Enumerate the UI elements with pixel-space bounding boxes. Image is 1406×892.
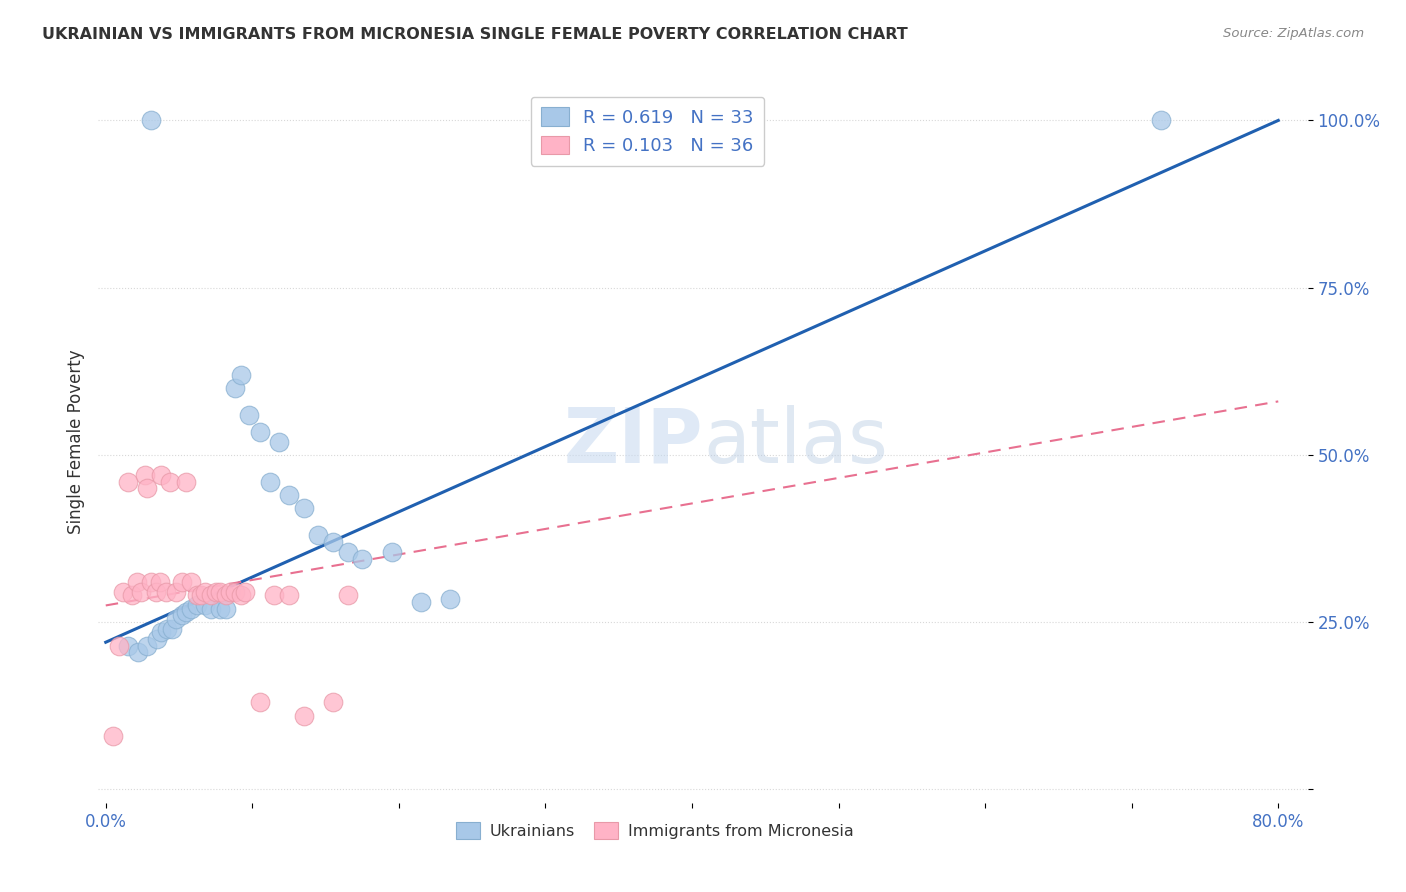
Point	[127, 645, 149, 659]
Point	[439, 591, 461, 606]
Point	[267, 434, 290, 449]
Point	[170, 608, 193, 623]
Point	[160, 622, 183, 636]
Point	[141, 113, 163, 128]
Point	[229, 589, 252, 603]
Point	[224, 585, 246, 599]
Point	[150, 467, 173, 482]
Point	[307, 528, 329, 542]
Legend: Ukrainians, Immigrants from Micronesia: Ukrainians, Immigrants from Micronesia	[450, 816, 859, 846]
Point	[190, 589, 212, 603]
Point	[135, 639, 157, 653]
Point	[156, 622, 179, 636]
Point	[409, 595, 432, 609]
Point	[150, 625, 173, 640]
Point	[135, 482, 157, 496]
Point	[200, 589, 222, 603]
Point	[292, 708, 315, 723]
Point	[215, 589, 238, 603]
Point	[141, 575, 163, 590]
Point	[159, 475, 181, 489]
Point	[112, 585, 135, 599]
Point	[170, 575, 193, 590]
Point	[224, 381, 246, 395]
Point	[176, 475, 198, 489]
Text: UKRAINIAN VS IMMIGRANTS FROM MICRONESIA SINGLE FEMALE POVERTY CORRELATION CHART: UKRAINIAN VS IMMIGRANTS FROM MICRONESIA …	[42, 27, 908, 42]
Point	[204, 585, 226, 599]
Point	[322, 696, 344, 710]
Point	[146, 632, 169, 646]
Text: atlas: atlas	[703, 405, 887, 478]
Point	[186, 599, 208, 613]
Point	[194, 585, 217, 599]
Point	[336, 545, 359, 559]
Point	[180, 602, 202, 616]
Point	[219, 585, 242, 599]
Point	[121, 589, 143, 603]
Point	[352, 551, 374, 566]
Point	[155, 585, 177, 599]
Point	[233, 585, 256, 599]
Point	[1150, 113, 1173, 128]
Point	[292, 501, 315, 516]
Point	[249, 696, 271, 710]
Point	[209, 585, 232, 599]
Point	[263, 589, 285, 603]
Point	[259, 475, 281, 489]
Point	[278, 589, 301, 603]
Point	[129, 585, 152, 599]
Point	[209, 602, 232, 616]
Point	[108, 639, 131, 653]
Point	[101, 729, 124, 743]
Point	[200, 602, 222, 616]
Point	[149, 575, 172, 590]
Point	[249, 425, 271, 439]
Y-axis label: Single Female Poverty: Single Female Poverty	[66, 350, 84, 533]
Point	[229, 368, 252, 382]
Point	[186, 589, 208, 603]
Point	[336, 589, 359, 603]
Point	[215, 602, 238, 616]
Point	[380, 545, 402, 559]
Text: ZIP: ZIP	[564, 405, 703, 478]
Point	[125, 575, 148, 590]
Point	[134, 467, 156, 482]
Point	[180, 575, 202, 590]
Point	[117, 475, 139, 489]
Point	[238, 408, 260, 422]
Point	[145, 585, 167, 599]
Point	[165, 585, 187, 599]
Point	[117, 639, 139, 653]
Point	[176, 605, 198, 619]
Point	[278, 488, 301, 502]
Point	[165, 612, 187, 626]
Point	[194, 599, 217, 613]
Text: Source: ZipAtlas.com: Source: ZipAtlas.com	[1223, 27, 1364, 40]
Point	[322, 535, 344, 549]
